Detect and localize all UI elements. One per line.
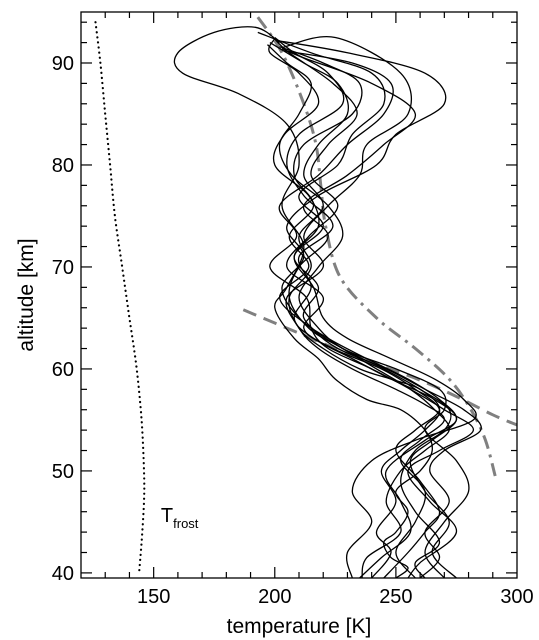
y-tick-label-90: 90 [52, 53, 74, 75]
series-layer [94, 16, 518, 579]
profile-line-3 [257, 31, 470, 579]
y-tick-label-70: 70 [52, 257, 74, 279]
x-tick-label-200: 200 [258, 586, 291, 608]
frost-point-line [94, 21, 146, 574]
y-tick-label-60: 60 [52, 359, 74, 381]
x-tick-label-150: 150 [137, 586, 170, 608]
x-tick-label-300: 300 [500, 586, 533, 608]
ticks-layer [81, 12, 517, 578]
y-axis-label: altitude [km] [15, 238, 38, 351]
tick-labels-layer: 150 200 250 300 40 50 60 70 80 90 [52, 53, 534, 608]
y-tick-label-80: 80 [52, 155, 74, 177]
profile-line-12 [281, 48, 450, 579]
x-axis-label: temperature [K] [227, 615, 372, 638]
frost-annotation: Tfrost [161, 505, 199, 531]
frost-annotation-main: T [161, 505, 173, 527]
frost-annotation-subscript: frost [173, 516, 199, 531]
profile-line-4 [281, 35, 445, 579]
reference-line-dashdot [256, 16, 497, 477]
profile-line-11 [268, 38, 477, 579]
y-tick-label-50: 50 [52, 461, 74, 483]
profile-line-8 [269, 50, 475, 579]
x-tick-label-250: 250 [379, 586, 412, 608]
profile-line-2 [269, 42, 441, 579]
profile-line-10 [278, 46, 482, 579]
profile-line-9 [271, 36, 441, 579]
y-tick-label-40: 40 [52, 563, 74, 585]
